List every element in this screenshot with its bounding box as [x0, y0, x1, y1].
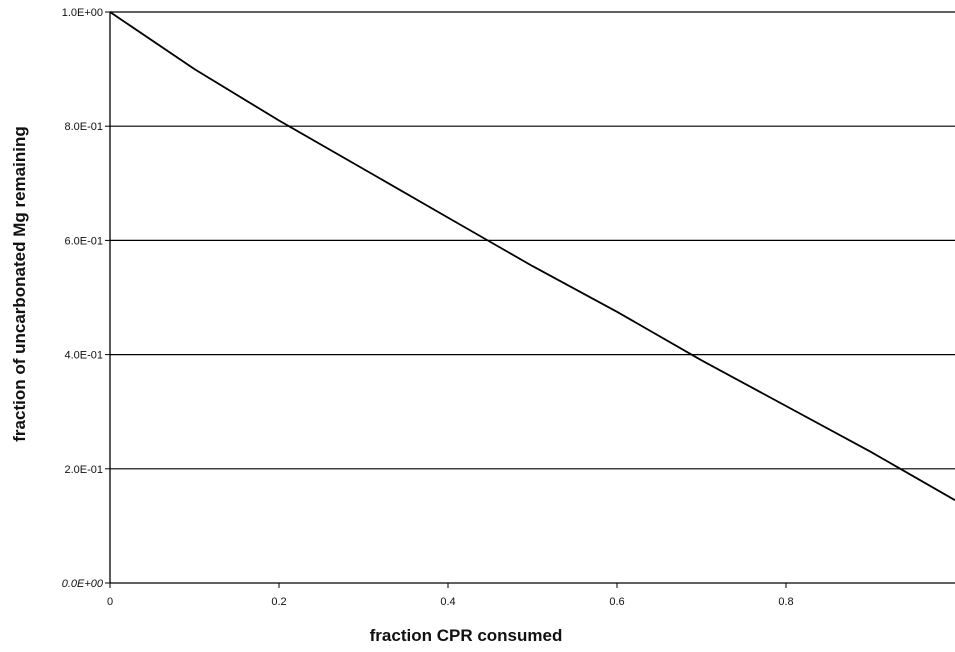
y-tick-label: 0.0E+00	[62, 578, 104, 590]
series-line	[109, 11, 955, 501]
x-axis-title: fraction CPR consumed	[370, 626, 563, 645]
y-tick-label: 1.0E+00	[62, 7, 103, 19]
plot-area	[110, 12, 955, 583]
x-axis-ticks: 0 0.2 0.4 0.6 0.8	[107, 583, 794, 608]
y-tick-label: 2.0E-01	[64, 464, 103, 476]
gridlines	[110, 11, 955, 470]
x-tick-label: 0.4	[440, 596, 455, 608]
x-tick-label: 0	[107, 596, 113, 608]
y-tick-label: 6.0E-01	[64, 235, 103, 247]
y-axis-title: fraction of uncarbonated Mg remaining	[10, 126, 29, 441]
x-tick-label: 0.8	[778, 596, 793, 608]
y-tick-label: 8.0E-01	[64, 121, 103, 133]
x-tick-label: 0.2	[271, 596, 286, 608]
x-tick-label: 0.6	[609, 596, 624, 608]
y-axis-ticks: 0.0E+00 2.0E-01 4.0E-01 6.0E-01 8.0E-01 1.0E+…	[62, 7, 110, 590]
series-layer	[109, 11, 955, 501]
y-tick-label: 4.0E-01	[64, 350, 103, 362]
